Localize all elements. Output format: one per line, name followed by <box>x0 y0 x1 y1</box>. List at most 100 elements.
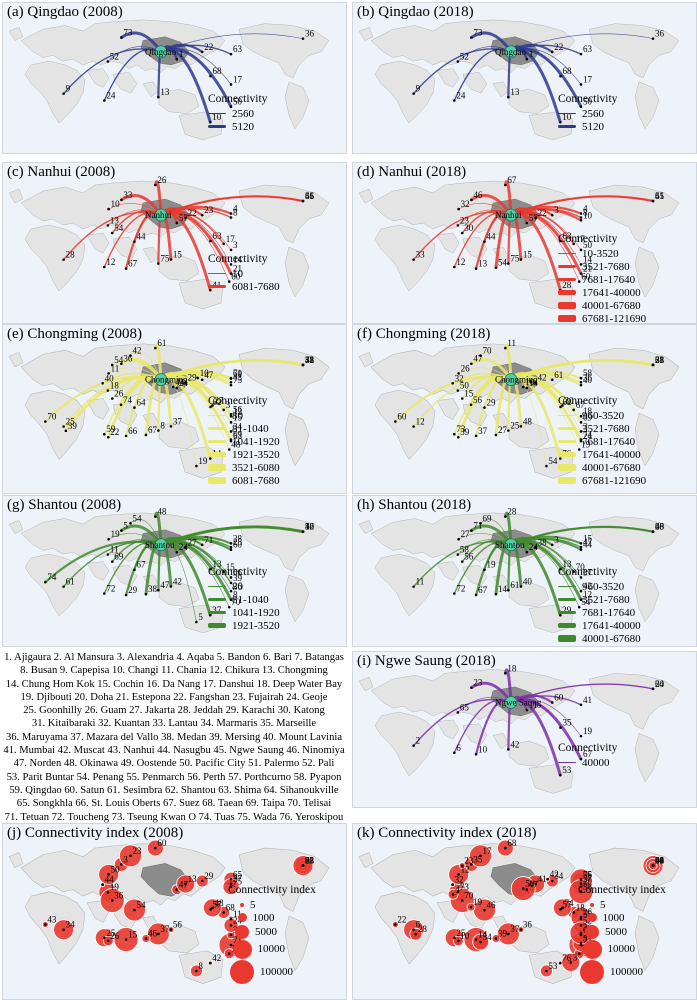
station-number: 3 <box>233 240 238 250</box>
world-map: Chongming6259246373438361225471418586661… <box>8 338 330 479</box>
station-number: 17 <box>226 234 236 244</box>
station-dot <box>579 248 583 252</box>
station-dot <box>559 908 562 911</box>
station-dot <box>479 521 482 525</box>
station-dot <box>107 537 110 541</box>
map-panel-qingdao-2008: Qingdao 68 24 1 50 36 63 13 73 17 9 22 10 52 (a) Qingd… <box>2 2 347 154</box>
station-number: 36 <box>114 891 124 901</box>
station-dot <box>229 380 233 384</box>
legend-label: 100000 <box>260 965 293 978</box>
station-dot <box>483 908 486 912</box>
legend-label: 7681-17640 <box>582 273 636 286</box>
station-number: 24 <box>179 378 189 388</box>
station-dot <box>479 354 482 357</box>
station-number: 25 <box>456 928 466 938</box>
station-number: 27 <box>498 425 508 435</box>
land-mass <box>634 574 660 623</box>
legend-label: 10 <box>232 267 243 280</box>
station-dot <box>519 928 523 931</box>
station-number: 63 <box>583 44 593 54</box>
legend-swatch <box>558 415 576 416</box>
station-number: 36 <box>655 29 665 39</box>
legend-swatch <box>208 623 226 628</box>
station-dot <box>101 883 104 886</box>
station-number: 54 <box>136 900 146 910</box>
key-line: 41. Mumbai 42. Muscat 43. Nanhui 44. Nas… <box>3 745 345 757</box>
legend: Connectivity 80 81-1040 1041-1920 1921-3520 <box>208 566 280 632</box>
station-dot <box>229 105 233 109</box>
station-dot <box>525 57 529 61</box>
station-number: 58 <box>583 368 593 378</box>
station-number: 10 <box>525 377 535 387</box>
legend-label: 81-1040 <box>232 422 269 435</box>
station-number: 73 <box>305 856 315 866</box>
world-map: Ngwe Saung 35 6 11 67 20 41 42 23 19 2 60 53 65 64 10 18 <box>358 663 680 794</box>
legend-label: 1041-1920 <box>232 435 280 448</box>
station-number: 67 <box>507 175 517 185</box>
legend-item: 3521-7680 <box>558 593 646 606</box>
legend: Connectivity 10-3520 3521-7680 7681-17640 17… <box>558 233 646 323</box>
station-dot <box>211 906 214 910</box>
station-number: 63 <box>213 231 223 241</box>
station-dot <box>229 414 233 418</box>
station-number: 63 <box>233 431 243 441</box>
cable-route <box>160 375 232 415</box>
station-number: 14 <box>529 378 539 388</box>
station-number: 15 <box>128 929 138 939</box>
legend-swatch <box>558 290 576 295</box>
station-number: 61 <box>66 577 75 587</box>
station-number: 58 <box>305 355 315 365</box>
station-dot <box>44 923 47 926</box>
land-mass <box>24 60 86 124</box>
station-dot <box>169 585 173 588</box>
station-dot <box>229 933 233 937</box>
station-dot <box>651 37 655 40</box>
legend-item: 100000 <box>578 959 666 984</box>
station-dot <box>460 864 464 867</box>
station-number: 47 <box>529 880 539 890</box>
legend: Connectivity 10 6081-7680 <box>208 253 280 293</box>
land-mass <box>238 184 330 244</box>
legend-swatch <box>208 125 226 128</box>
station-dot <box>229 413 233 416</box>
station-number: 25 <box>233 537 243 547</box>
station-dot <box>106 224 110 227</box>
legend: Connectivity 40000 <box>558 742 617 769</box>
station-number: 38 <box>655 355 665 365</box>
station-number: 12 <box>106 257 115 267</box>
station-dot <box>479 854 482 858</box>
station-dot <box>154 183 157 187</box>
legend-item: 81-1040 <box>208 422 280 435</box>
station-dot <box>550 543 554 547</box>
legend-swatch <box>585 924 599 939</box>
station-dot <box>44 580 47 584</box>
station-number: 73 <box>473 28 483 38</box>
station-dot <box>133 240 136 243</box>
legend-swatch <box>230 959 254 984</box>
legend-item: 80 <box>208 409 280 422</box>
legend: Connectivity 2560 5120 <box>208 93 267 133</box>
station-number: 30 <box>464 223 474 233</box>
legend-title: Connectivity <box>208 93 268 105</box>
land-mass <box>588 516 680 572</box>
station-number: 50 <box>525 879 535 889</box>
map-panel-qingdao-2018: Qingdao 68 24 1 50 36 63 13 73 17 9 22 10 52 (b) Qingd… <box>352 2 697 154</box>
station-dot <box>107 372 110 375</box>
legend-item: 67681-121690 <box>558 312 646 323</box>
key-line: 53. Parit Buntar 54. Penang 55. Penmarch… <box>6 771 342 783</box>
station-dot <box>124 938 128 941</box>
station-number: 22 <box>188 208 197 218</box>
station-number: 57 <box>213 899 223 909</box>
station-dot <box>494 592 498 596</box>
station-dot <box>229 917 233 921</box>
station-dot <box>229 263 233 266</box>
station-number: 30 <box>564 395 574 405</box>
station-dot <box>120 362 123 366</box>
station-dot <box>519 425 523 428</box>
legend-item: 40001-67680 <box>558 461 646 474</box>
station-dot <box>209 288 212 292</box>
station-dot <box>545 464 548 468</box>
legend-swatch <box>240 902 244 907</box>
station-dot <box>106 890 110 894</box>
station-number: 18 <box>576 902 586 912</box>
